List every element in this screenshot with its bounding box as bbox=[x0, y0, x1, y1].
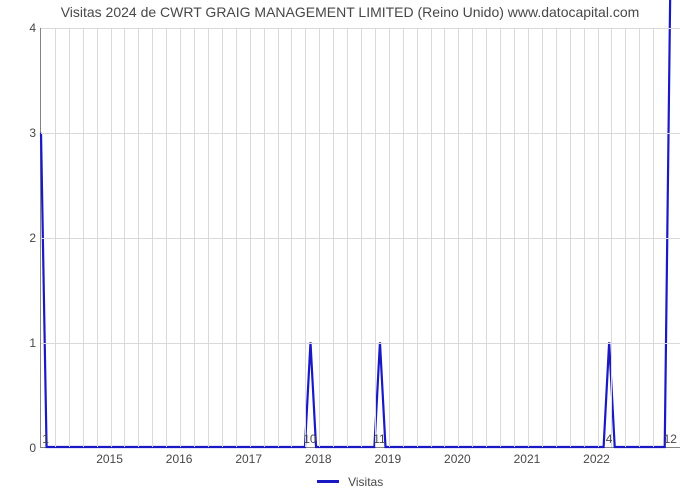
vgrid-minor bbox=[69, 28, 70, 447]
vgrid-minor bbox=[514, 28, 515, 447]
data-point-label: 10 bbox=[303, 432, 316, 446]
vgrid-minor bbox=[653, 28, 654, 447]
vgrid-minor bbox=[375, 28, 376, 447]
vgrid-minor bbox=[417, 28, 418, 447]
legend-swatch bbox=[317, 480, 339, 483]
y-tick-label: 1 bbox=[29, 336, 36, 350]
y-tick-label: 0 bbox=[29, 441, 36, 455]
y-tick-label: 3 bbox=[29, 126, 36, 140]
x-tick-label: 2015 bbox=[96, 452, 123, 466]
vgrid-line bbox=[458, 28, 459, 447]
vgrid-minor bbox=[124, 28, 125, 447]
legend: Visitas bbox=[0, 474, 700, 489]
chart-container: Visitas 2024 de CWRT GRAIG MANAGEMENT LI… bbox=[0, 0, 700, 500]
vgrid-minor bbox=[152, 28, 153, 447]
data-point-label: 12 bbox=[664, 432, 677, 446]
vgrid-minor bbox=[138, 28, 139, 447]
vgrid-minor bbox=[611, 28, 612, 447]
vgrid-minor bbox=[431, 28, 432, 447]
vgrid-minor bbox=[291, 28, 292, 447]
vgrid-line bbox=[250, 28, 251, 447]
vgrid-minor bbox=[278, 28, 279, 447]
vgrid-minor bbox=[556, 28, 557, 447]
x-tick-label: 2016 bbox=[166, 452, 193, 466]
vgrid-minor bbox=[333, 28, 334, 447]
data-point-label: 11 bbox=[373, 432, 385, 446]
y-tick-label: 4 bbox=[29, 21, 36, 35]
y-tick-label: 2 bbox=[29, 231, 36, 245]
vgrid-minor bbox=[236, 28, 237, 447]
x-tick-label: 2019 bbox=[374, 452, 401, 466]
vgrid-minor bbox=[444, 28, 445, 447]
vgrid-line bbox=[528, 28, 529, 447]
vgrid-minor bbox=[194, 28, 195, 447]
vgrid-minor bbox=[472, 28, 473, 447]
data-point-label: 1 bbox=[42, 432, 49, 446]
vgrid-minor bbox=[486, 28, 487, 447]
chart-title: Visitas 2024 de CWRT GRAIG MANAGEMENT LI… bbox=[0, 4, 700, 20]
legend-label: Visitas bbox=[348, 475, 383, 489]
vgrid-line bbox=[319, 28, 320, 447]
vgrid-minor bbox=[222, 28, 223, 447]
vgrid-minor bbox=[305, 28, 306, 447]
vgrid-line bbox=[111, 28, 112, 447]
vgrid-line bbox=[389, 28, 390, 447]
vgrid-minor bbox=[584, 28, 585, 447]
vgrid-minor bbox=[403, 28, 404, 447]
vgrid-line bbox=[598, 28, 599, 447]
vgrid-minor bbox=[361, 28, 362, 447]
vgrid-minor bbox=[83, 28, 84, 447]
x-tick-label: 2017 bbox=[235, 452, 262, 466]
plot-area bbox=[40, 28, 680, 448]
vgrid-minor bbox=[347, 28, 348, 447]
x-tick-label: 2021 bbox=[514, 452, 541, 466]
data-point-label: 4 bbox=[606, 432, 613, 446]
x-tick-label: 2022 bbox=[583, 452, 610, 466]
vgrid-minor bbox=[570, 28, 571, 447]
vgrid-line bbox=[180, 28, 181, 447]
x-tick-label: 2020 bbox=[444, 452, 471, 466]
x-tick-label: 2018 bbox=[305, 452, 332, 466]
vgrid-minor bbox=[500, 28, 501, 447]
vgrid-minor bbox=[542, 28, 543, 447]
vgrid-minor bbox=[166, 28, 167, 447]
vgrid-minor bbox=[639, 28, 640, 447]
vgrid-minor bbox=[55, 28, 56, 447]
vgrid-minor bbox=[625, 28, 626, 447]
vgrid-minor bbox=[264, 28, 265, 447]
vgrid-minor bbox=[208, 28, 209, 447]
vgrid-minor bbox=[97, 28, 98, 447]
